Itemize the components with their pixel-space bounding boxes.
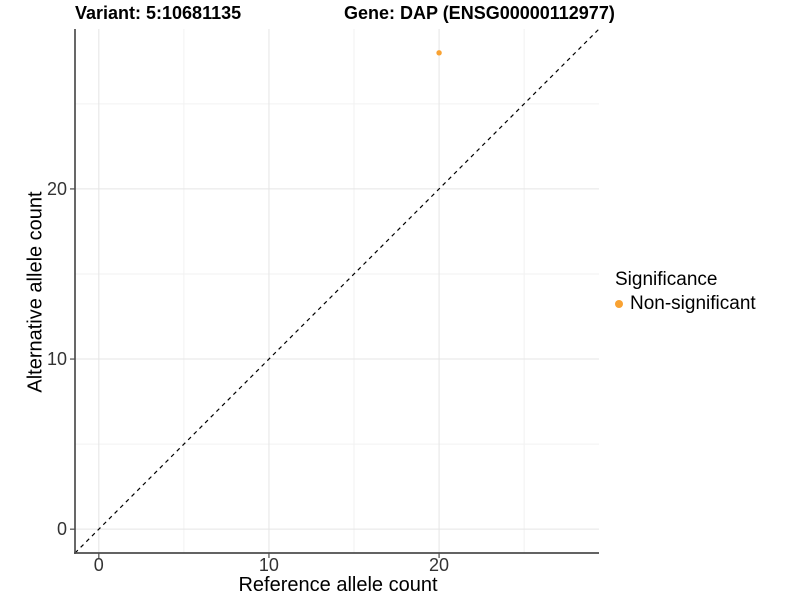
x-tick-label: 20 <box>429 555 449 575</box>
legend-point-icon <box>615 300 623 308</box>
x-tick-label: 10 <box>259 555 279 575</box>
y-tick-label: 10 <box>47 349 67 369</box>
data-point <box>436 50 442 56</box>
y-axis-title: Alternative allele count <box>24 191 47 393</box>
gene-title: Gene: DAP (ENSG00000112977) <box>344 3 615 23</box>
legend-item-label: Non-significant <box>630 293 756 314</box>
x-axis-title: Reference allele count <box>238 574 438 596</box>
legend: Significance Non-significant <box>615 268 756 315</box>
y-tick-label: 0 <box>57 519 67 539</box>
variant-title: Variant: 5:10681135 <box>75 3 242 23</box>
x-tick-label: 0 <box>94 555 104 575</box>
y-tick-label: 20 <box>47 179 67 199</box>
legend-title: Significance <box>615 269 718 290</box>
legend-item-non-significant: Non-significant <box>615 293 756 315</box>
identity-dashed-line <box>74 28 600 554</box>
